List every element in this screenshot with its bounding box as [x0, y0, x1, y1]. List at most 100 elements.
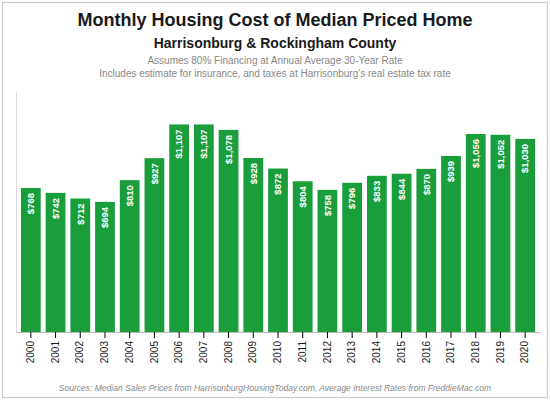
x-tick: 2016	[421, 332, 432, 363]
x-tick-label: 2002	[74, 341, 85, 364]
data-label: $758	[322, 195, 333, 216]
x-tick-mark	[278, 332, 279, 338]
x-tick: 2019	[495, 332, 506, 363]
data-label: $1,052	[495, 140, 506, 169]
x-tick-mark	[80, 332, 81, 338]
x-tick-mark	[104, 332, 105, 338]
bar	[392, 174, 412, 332]
bar	[318, 190, 338, 332]
bar	[70, 199, 90, 333]
data-label: $1,056	[470, 139, 481, 168]
bar	[243, 158, 263, 332]
x-tick-label: 2001	[50, 341, 61, 364]
x-tick-label: 2014	[371, 341, 382, 364]
x-tick-mark	[129, 332, 130, 338]
chart-container: Monthly Housing Cost of Median Priced Ho…	[0, 0, 550, 400]
data-labels: $768$742$712$694$810$927$1,107$1,107$1,0…	[25, 129, 530, 228]
bar	[491, 135, 511, 332]
x-tick-mark	[154, 332, 155, 338]
subtitle: Harrisonburg & Rockingham County	[154, 35, 397, 51]
x-tick-label: 2013	[346, 341, 357, 364]
y-axis-line	[16, 93, 17, 333]
plot: 2000 2001 2002 2003 2004 2005 2006 2007 2008 2009…	[17, 93, 541, 364]
bar	[515, 139, 535, 332]
bar	[95, 202, 115, 332]
data-label: $872	[272, 174, 283, 195]
x-tick: 2013	[346, 332, 357, 363]
x-tick-mark	[500, 332, 501, 338]
x-tick: 2000	[25, 332, 36, 363]
data-label: $712	[75, 204, 86, 225]
border	[3, 3, 548, 398]
data-label: $1,107	[198, 129, 209, 158]
x-tick: 2003	[99, 332, 110, 363]
x-tick: 2007	[198, 332, 209, 363]
data-label: $833	[371, 181, 382, 202]
bar	[416, 169, 436, 332]
x-tick-mark	[475, 332, 476, 338]
x-tick-label: 2020	[519, 341, 530, 364]
x-tick-label: 2016	[421, 341, 432, 364]
x-tick-label: 2004	[124, 341, 135, 364]
bar	[46, 193, 66, 332]
data-label: $694	[99, 206, 110, 228]
x-tick-mark	[426, 332, 427, 338]
data-label: $804	[297, 186, 308, 208]
data-label: $939	[445, 161, 456, 182]
x-tick: 2015	[396, 332, 407, 363]
x-tick-label: 2006	[173, 341, 184, 364]
bar	[441, 156, 461, 332]
title: Monthly Housing Cost of Median Priced Ho…	[77, 10, 472, 30]
bar	[219, 130, 239, 332]
x-tick: 2012	[322, 332, 333, 363]
x-tick-label: 2015	[396, 341, 407, 364]
data-label: $844	[396, 178, 407, 200]
bar	[367, 176, 387, 332]
x-tick-label: 2019	[495, 341, 506, 364]
x-tick-mark	[30, 332, 31, 338]
x-axis: 2000 2001 2002 2003 2004 2005 2006 2007 2008 2009…	[17, 332, 541, 363]
x-tick: 2010	[272, 332, 283, 363]
data-label: $1,078	[223, 135, 234, 164]
x-tick-label: 2009	[247, 341, 258, 364]
x-tick-label: 2005	[149, 341, 160, 364]
x-tick-mark	[327, 332, 328, 338]
x-tick-mark	[55, 332, 56, 338]
bar	[145, 158, 165, 332]
x-tick: 2005	[149, 332, 160, 363]
x-tick: 2008	[223, 332, 234, 363]
x-tick-label: 2017	[445, 341, 456, 364]
data-label: $810	[124, 185, 135, 206]
x-tick: 2018	[470, 332, 481, 363]
data-label: $796	[346, 188, 357, 209]
x-tick-label: 2008	[223, 341, 234, 364]
x-tick-mark	[352, 332, 353, 338]
data-label: $768	[25, 193, 36, 214]
x-tick-label: 2003	[99, 341, 110, 364]
x-tick-label: 2010	[272, 341, 283, 364]
x-tick: 2006	[173, 332, 184, 363]
bar	[466, 134, 486, 332]
bar	[194, 124, 214, 332]
note: Includes estimate for insurance, and tax…	[99, 68, 451, 79]
bar	[268, 169, 288, 333]
x-tick: 2004	[124, 332, 135, 363]
x-tick: 2020	[519, 332, 530, 363]
x-tick-label: 2012	[322, 341, 333, 364]
x-tick: 2011	[297, 332, 308, 363]
x-tick: 2009	[247, 332, 258, 363]
note: Assumes 80% Financing at Annual Average …	[147, 55, 403, 66]
x-tick-label: 2000	[25, 341, 36, 364]
x-tick: 2017	[445, 332, 456, 363]
x-tick-label: 2018	[470, 341, 481, 364]
x-tick-mark	[525, 332, 526, 338]
data-label: $927	[149, 163, 160, 184]
bar	[342, 183, 362, 332]
bars	[21, 124, 535, 332]
bar	[293, 181, 313, 332]
x-tick-mark	[376, 332, 377, 338]
chart-svg: Monthly Housing Cost of Median Priced Ho…	[0, 0, 550, 400]
x-tick-label: 2007	[198, 341, 209, 364]
bar	[169, 124, 189, 332]
data-label: $1,107	[173, 129, 184, 158]
